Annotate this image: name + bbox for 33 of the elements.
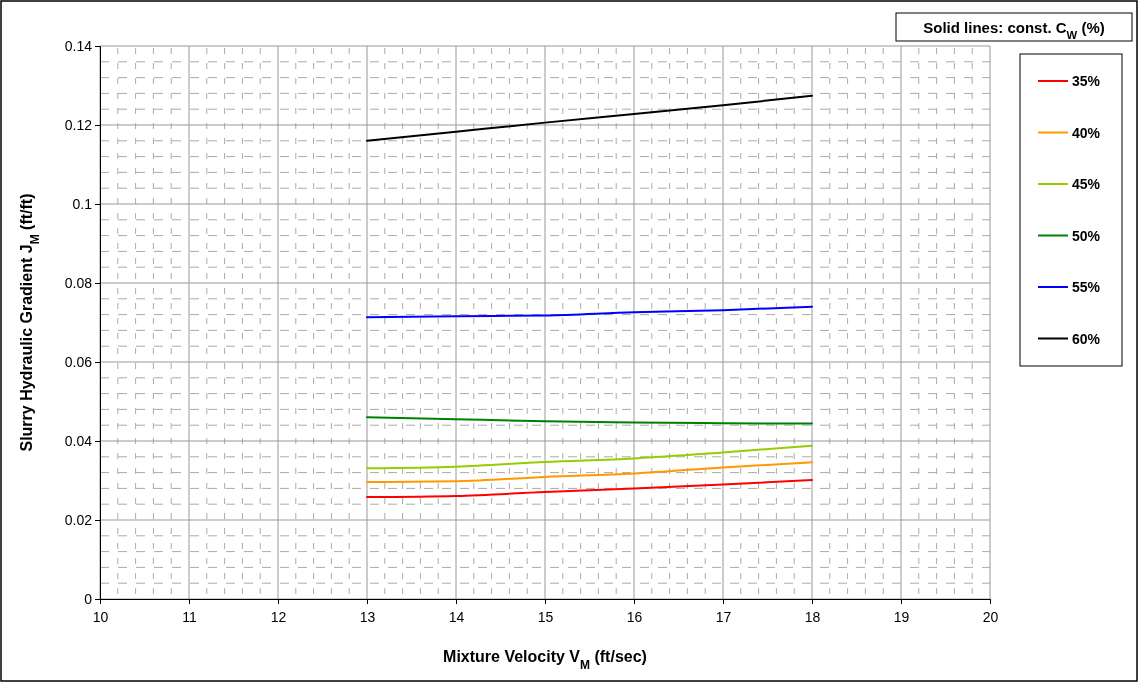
y-tick-label: 0.08 — [64, 274, 93, 291]
line-series — [366, 94, 813, 142]
x-tick-label: 15 — [537, 609, 554, 626]
legend-label: 35% — [1072, 73, 1101, 89]
y-tick-label: 0.04 — [64, 432, 93, 449]
y-tick-label: 0.06 — [64, 353, 93, 370]
x-tick-label: 13 — [359, 609, 376, 626]
x-axis-title: Mixture Velocity V$_{M}$ (ft/sec) — [443, 648, 647, 672]
y-tick-label: 0.14 — [64, 37, 93, 54]
x-tick-label: 19 — [893, 609, 910, 626]
x-tick-label: 11 — [182, 609, 197, 626]
legend-label: 45% — [1072, 176, 1101, 192]
y-tick-label: 0.1 — [72, 195, 93, 212]
legend-label: 40% — [1072, 124, 1101, 141]
legend-label: 50% — [1072, 227, 1101, 244]
line-series — [366, 461, 813, 484]
x-tick-label: 12 — [270, 609, 287, 626]
line-series — [366, 416, 813, 425]
x-tick-label: 16 — [626, 609, 643, 626]
line-series — [366, 479, 813, 499]
legend-label: 55% — [1072, 279, 1101, 295]
x-tick-label: 18 — [804, 609, 821, 626]
y-tick-label: 0.02 — [64, 511, 93, 528]
x-tick-label: 14 — [448, 609, 465, 626]
x-tick-label: 10 — [92, 609, 109, 626]
x-tick-label: 20 — [982, 609, 999, 626]
x-tick-label: 17 — [715, 609, 732, 626]
y-tick-label: 0 — [84, 590, 93, 607]
line-series — [366, 305, 813, 319]
legend-title: Solid lines: const. C$_{W}$ (%) — [923, 19, 1105, 41]
y-tick-label: 0.12 — [64, 116, 93, 133]
legend-label: 60% — [1072, 330, 1101, 347]
line-series — [366, 444, 813, 470]
